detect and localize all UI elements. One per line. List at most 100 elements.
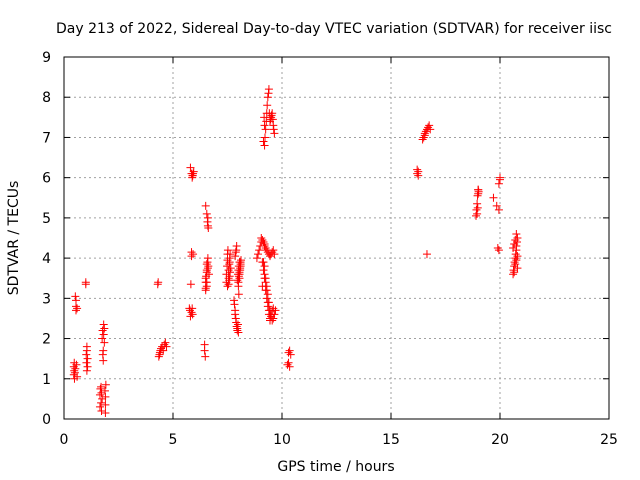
data-point xyxy=(202,268,211,277)
data-point xyxy=(474,185,483,194)
data-point xyxy=(258,258,267,267)
data-point xyxy=(509,266,518,275)
data-point xyxy=(419,133,428,142)
x-tick-label: 0 xyxy=(60,432,69,448)
plot-frame xyxy=(63,56,610,420)
data-point xyxy=(494,246,503,255)
data-point xyxy=(83,354,92,363)
data-point xyxy=(101,380,110,389)
x-tick-label: 15 xyxy=(382,432,400,448)
data-point xyxy=(233,320,242,329)
data-point xyxy=(418,135,427,144)
data-point xyxy=(232,322,241,331)
data-point xyxy=(421,127,430,136)
data-point xyxy=(223,246,232,255)
x-tick-label: 25 xyxy=(600,432,618,448)
data-point xyxy=(509,244,518,253)
data-point xyxy=(100,338,109,347)
data-point xyxy=(260,133,269,142)
data-point xyxy=(266,306,275,315)
data-point xyxy=(201,286,210,295)
data-point xyxy=(99,356,108,365)
data-point xyxy=(97,388,106,397)
data-point xyxy=(82,358,91,367)
data-point xyxy=(269,246,278,255)
data-point xyxy=(154,352,163,361)
data-point xyxy=(258,236,267,245)
data-point xyxy=(512,229,521,238)
data-point xyxy=(235,258,244,267)
data-point xyxy=(422,250,431,259)
data-point xyxy=(269,125,278,134)
chart-title: Day 213 of 2022, Sidereal Day-to-day VTE… xyxy=(56,21,612,37)
data-point xyxy=(496,173,504,182)
data-point xyxy=(285,362,294,371)
data-point xyxy=(257,234,266,242)
data-point xyxy=(161,338,170,347)
data-point xyxy=(98,334,107,343)
data-point xyxy=(510,258,519,267)
data-point xyxy=(96,384,105,393)
data-point xyxy=(204,223,213,232)
data-point xyxy=(101,400,110,409)
data-point xyxy=(260,270,269,279)
data-point xyxy=(186,163,195,172)
data-point xyxy=(204,262,213,271)
x-tick-label: 20 xyxy=(491,432,509,448)
data-point xyxy=(233,276,242,285)
data-point xyxy=(98,326,107,335)
axis-ticks xyxy=(63,56,610,420)
data-point xyxy=(284,358,293,367)
data-point xyxy=(98,394,107,403)
data-point xyxy=(268,109,277,118)
data-point xyxy=(510,268,519,277)
y-tick-label: 1 xyxy=(42,372,51,388)
data-point xyxy=(99,330,108,339)
y-tick-label: 2 xyxy=(42,332,51,348)
data-points xyxy=(69,85,522,417)
data-point xyxy=(286,350,295,359)
data-point xyxy=(73,304,82,313)
data-point xyxy=(82,366,91,375)
data-point xyxy=(420,129,429,138)
data-point xyxy=(202,209,211,218)
data-point xyxy=(263,93,272,102)
data-point xyxy=(473,191,482,200)
data-point xyxy=(226,250,235,259)
data-point xyxy=(187,308,196,317)
data-point xyxy=(414,171,423,180)
data-point xyxy=(188,310,197,319)
data-point xyxy=(71,364,80,373)
data-point xyxy=(511,260,520,269)
data-point xyxy=(223,282,232,291)
data-point xyxy=(489,193,498,202)
data-point xyxy=(201,352,210,361)
data-point xyxy=(261,274,270,283)
data-point xyxy=(510,240,519,249)
data-point xyxy=(101,392,110,401)
data-point xyxy=(237,256,246,265)
data-point xyxy=(511,250,520,259)
data-point xyxy=(426,125,435,134)
data-point xyxy=(233,324,242,333)
y-tick-label: 5 xyxy=(42,211,51,227)
data-point xyxy=(263,290,272,299)
data-point xyxy=(188,171,197,180)
data-point xyxy=(100,324,109,333)
data-point xyxy=(159,346,168,355)
data-point xyxy=(71,306,80,315)
data-point xyxy=(252,254,261,263)
data-point xyxy=(513,264,522,273)
data-point xyxy=(186,280,195,289)
data-point xyxy=(264,85,273,94)
data-point xyxy=(222,270,231,279)
data-point xyxy=(261,125,270,134)
data-point xyxy=(99,346,108,355)
data-point xyxy=(255,246,264,255)
data-point xyxy=(224,280,233,289)
data-point xyxy=(99,320,108,329)
data-point xyxy=(97,398,106,407)
y-axis-label: SDTVAR / TECUs xyxy=(6,181,22,296)
data-point xyxy=(201,274,210,283)
